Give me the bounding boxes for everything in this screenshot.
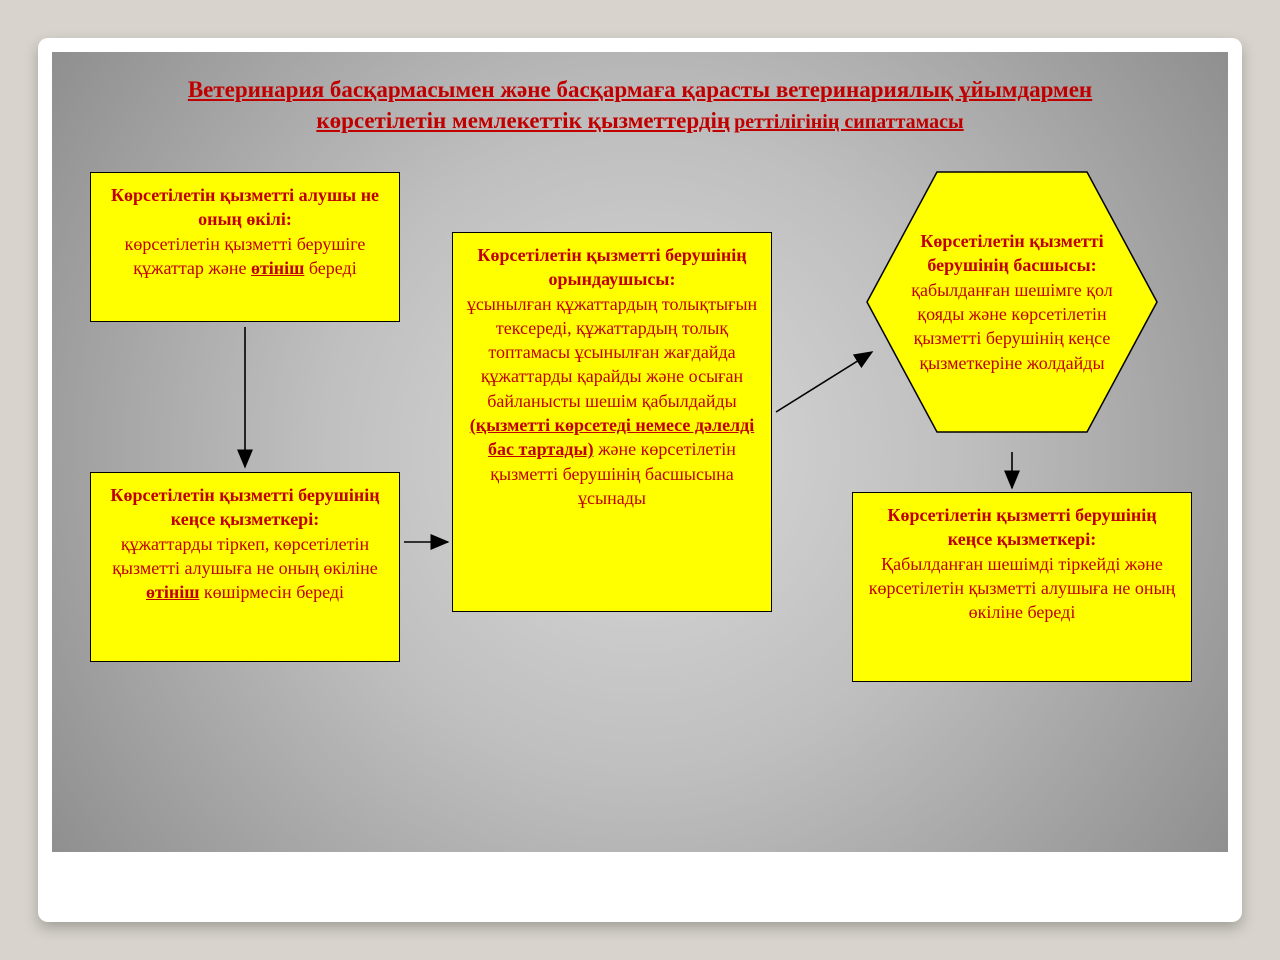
flow-node-applicant: Көрсетілетін қызметті алушы не оның өкіл… bbox=[90, 172, 400, 322]
node-text-after: көшірмесін береді bbox=[199, 582, 344, 602]
title-line1: Ветеринария басқармасымен және басқармағ… bbox=[188, 77, 1092, 102]
flow-node-office-clerk-in: Көрсетілетін қызметті берушінің кеңсе қы… bbox=[90, 472, 400, 662]
hexagon-text: Көрсетілетін қызметті берушінің басшысы:… bbox=[902, 182, 1122, 422]
node-heading: Көрсетілетін қызметті берушінің орындауш… bbox=[477, 245, 746, 289]
flow-node-executor: Көрсетілетін қызметті берушінің орындауш… bbox=[452, 232, 772, 612]
title-line2-tail: реттілігінің сипаттамасы bbox=[734, 111, 964, 133]
node-text-before: ұсынылған құжаттардың толықтығын тексере… bbox=[467, 294, 757, 411]
node-text-after: береді bbox=[304, 258, 356, 278]
node-text: қабылданған шешімге қол қояды және көрсе… bbox=[911, 280, 1112, 373]
slide-canvas: Ветеринария басқармасымен және басқармағ… bbox=[52, 52, 1228, 852]
title-line2-main: көрсетілетін мемлекеттік қызметтердің bbox=[316, 108, 730, 133]
node-heading: Көрсетілетін қызметті берушінің кеңсе қы… bbox=[887, 505, 1156, 549]
slide-title: Ветеринария басқармасымен және басқармағ… bbox=[52, 74, 1228, 136]
node-underlined: өтініш bbox=[251, 258, 304, 278]
node-heading: Көрсетілетін қызметті алушы не оның өкіл… bbox=[111, 185, 379, 229]
node-underlined: өтініш bbox=[146, 582, 199, 602]
node-text-before: құжаттарды тіркеп, көрсетілетін қызметті… bbox=[112, 534, 378, 578]
flow-node-office-clerk-out: Көрсетілетін қызметті берушінің кеңсе қы… bbox=[852, 492, 1192, 682]
node-heading: Көрсетілетін қызметті берушінің кеңсе қы… bbox=[110, 485, 379, 529]
slide-frame: Ветеринария басқармасымен және басқармағ… bbox=[38, 38, 1242, 922]
flow-node-head-hexagon: Көрсетілетін қызметті берушінің басшысы:… bbox=[862, 152, 1162, 452]
node-heading: Көрсетілетін қызметті берушінің басшысы: bbox=[920, 231, 1103, 275]
node-text: Қабылданған шешімді тіркейді және көрсет… bbox=[869, 554, 1176, 623]
